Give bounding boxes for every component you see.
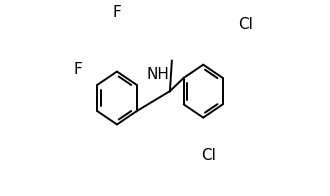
Text: NH: NH [146, 67, 169, 82]
Text: F: F [113, 5, 121, 20]
Text: Cl: Cl [201, 148, 215, 163]
Text: F: F [73, 62, 82, 77]
Text: Cl: Cl [238, 17, 253, 32]
